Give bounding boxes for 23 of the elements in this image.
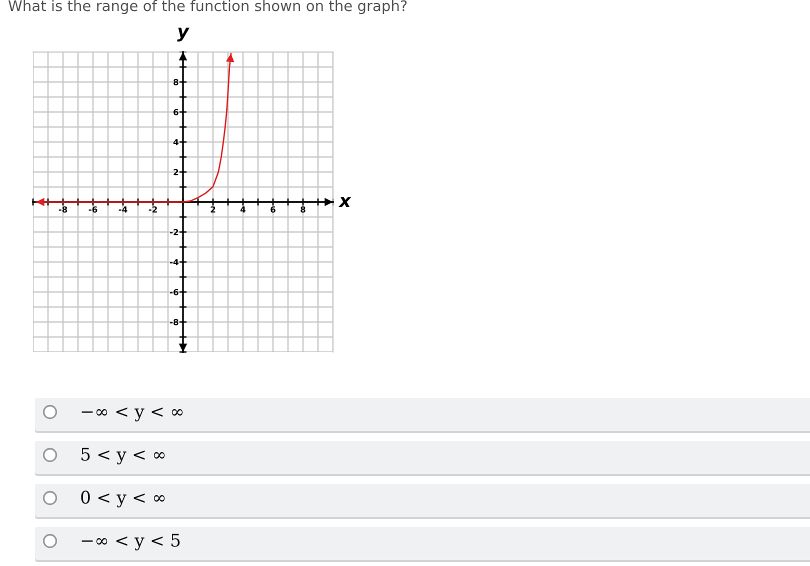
x-tick-label: -6 [88,206,98,213]
text: −∞ < y < 5 [82,534,180,550]
y-tick-label: -6 [170,288,178,296]
y-tick-label: -4 [170,259,178,266]
y-tick-label: 4 [173,139,178,146]
x-tick-label: -8 [58,206,68,213]
text: −∞ < y < ∞ [82,407,183,422]
y-tick-label: 6 [174,108,178,116]
text: 0 < y < ∞ [81,490,165,508]
text: 5 < y < ∞ [81,448,165,464]
x-tick-label: 8 [300,206,306,213]
x-tick-label: 4 [240,206,246,212]
x-tick-label: -2 [148,206,157,212]
chart-title: What is the range of the function shown on the graph? [8,0,407,14]
y-tick-label: -8 [170,318,178,326]
y-axis-title: y [177,28,190,42]
y-tick-label: -2 [170,228,178,236]
x-tick-label: 6 [270,206,276,213]
x-tick-label: -4 [118,206,128,212]
y-tick-label: 2 [174,168,178,176]
x-tick-label: 2 [210,206,216,212]
y-tick-label: 8 [174,78,178,86]
x-axis-title: x [338,197,352,207]
